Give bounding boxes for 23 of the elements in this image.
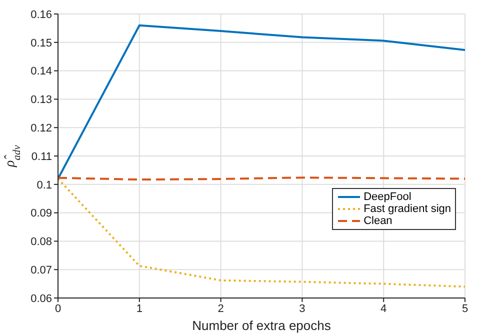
line-series	[58, 178, 465, 288]
y-tick-label: 0.16	[30, 8, 52, 21]
x-tick-label: 3	[299, 302, 306, 315]
y-tick-label: 0.06	[30, 292, 52, 305]
y-tick-label: 0.08	[30, 236, 52, 248]
y-tick-label: 0.13	[30, 94, 52, 106]
x-tick-label: 1	[136, 302, 142, 315]
x-tick-label: 5	[462, 302, 468, 315]
y-tick-label: 0.07	[30, 264, 52, 277]
x-tick-label: 0	[54, 302, 62, 315]
y-tick-label: 0.11	[31, 150, 52, 163]
y-tick-label: 0.15	[30, 37, 52, 50]
legend-label: DeepFool	[364, 191, 412, 203]
line-series	[58, 24, 465, 180]
y-tick-label: 0.1	[36, 179, 52, 192]
x-tick-label: 4	[380, 302, 387, 315]
y-tick-label: 0.12	[30, 122, 52, 135]
y-tick-label: 0.09	[30, 208, 52, 220]
y-tick-label: 0.14	[30, 66, 52, 78]
legend-label: Fast gradient sign	[364, 203, 451, 215]
x-tick-label: 2	[218, 302, 224, 315]
legend-label: Clean	[364, 215, 392, 227]
x-axis-title: Number of extra epochs	[192, 318, 332, 333]
